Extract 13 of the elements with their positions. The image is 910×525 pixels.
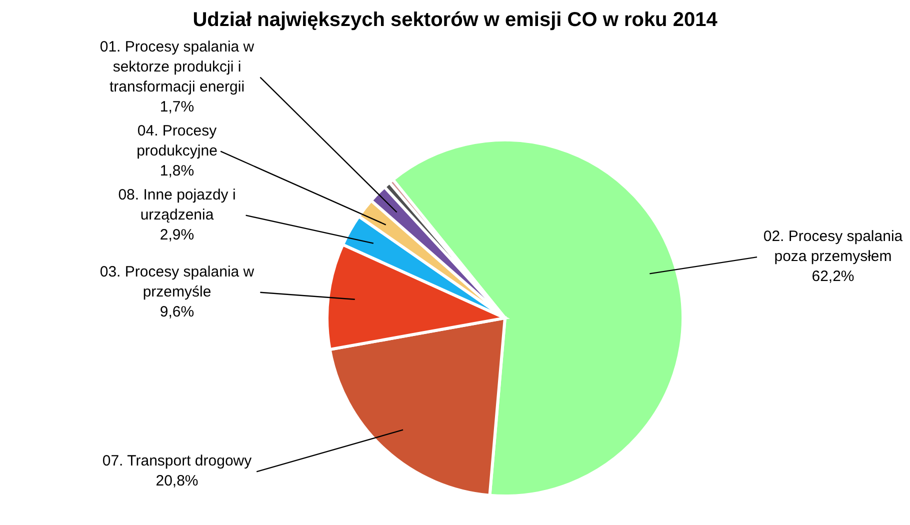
slice-label: 02. Procesy spalania poza przemysłem: [763, 228, 904, 266]
chart-title: Udział największych sektorów w emisji CO w roku 2014: [192, 9, 718, 31]
data-label: 1,7%: [160, 98, 194, 116]
data-label: 20,8%: [156, 472, 198, 490]
data-label: 2,9%: [160, 226, 194, 244]
data-label: 9,6%: [160, 303, 194, 320]
slice-label: 04. Procesy produkcyjne: [136, 122, 218, 160]
slice-label: 07. Transport drogowy: [102, 452, 252, 470]
data-label: 1,8%: [160, 162, 194, 180]
slice-label: 01. Procesy spalania w sektorze produkcji i transformacji energii: [100, 38, 254, 96]
slice-label: 03. Procesy spalania w przemyśle: [100, 263, 254, 300]
data-label: 62,2%: [812, 268, 854, 286]
slice-label: 08. Inne pojazdy i urządzenia: [118, 186, 236, 224]
